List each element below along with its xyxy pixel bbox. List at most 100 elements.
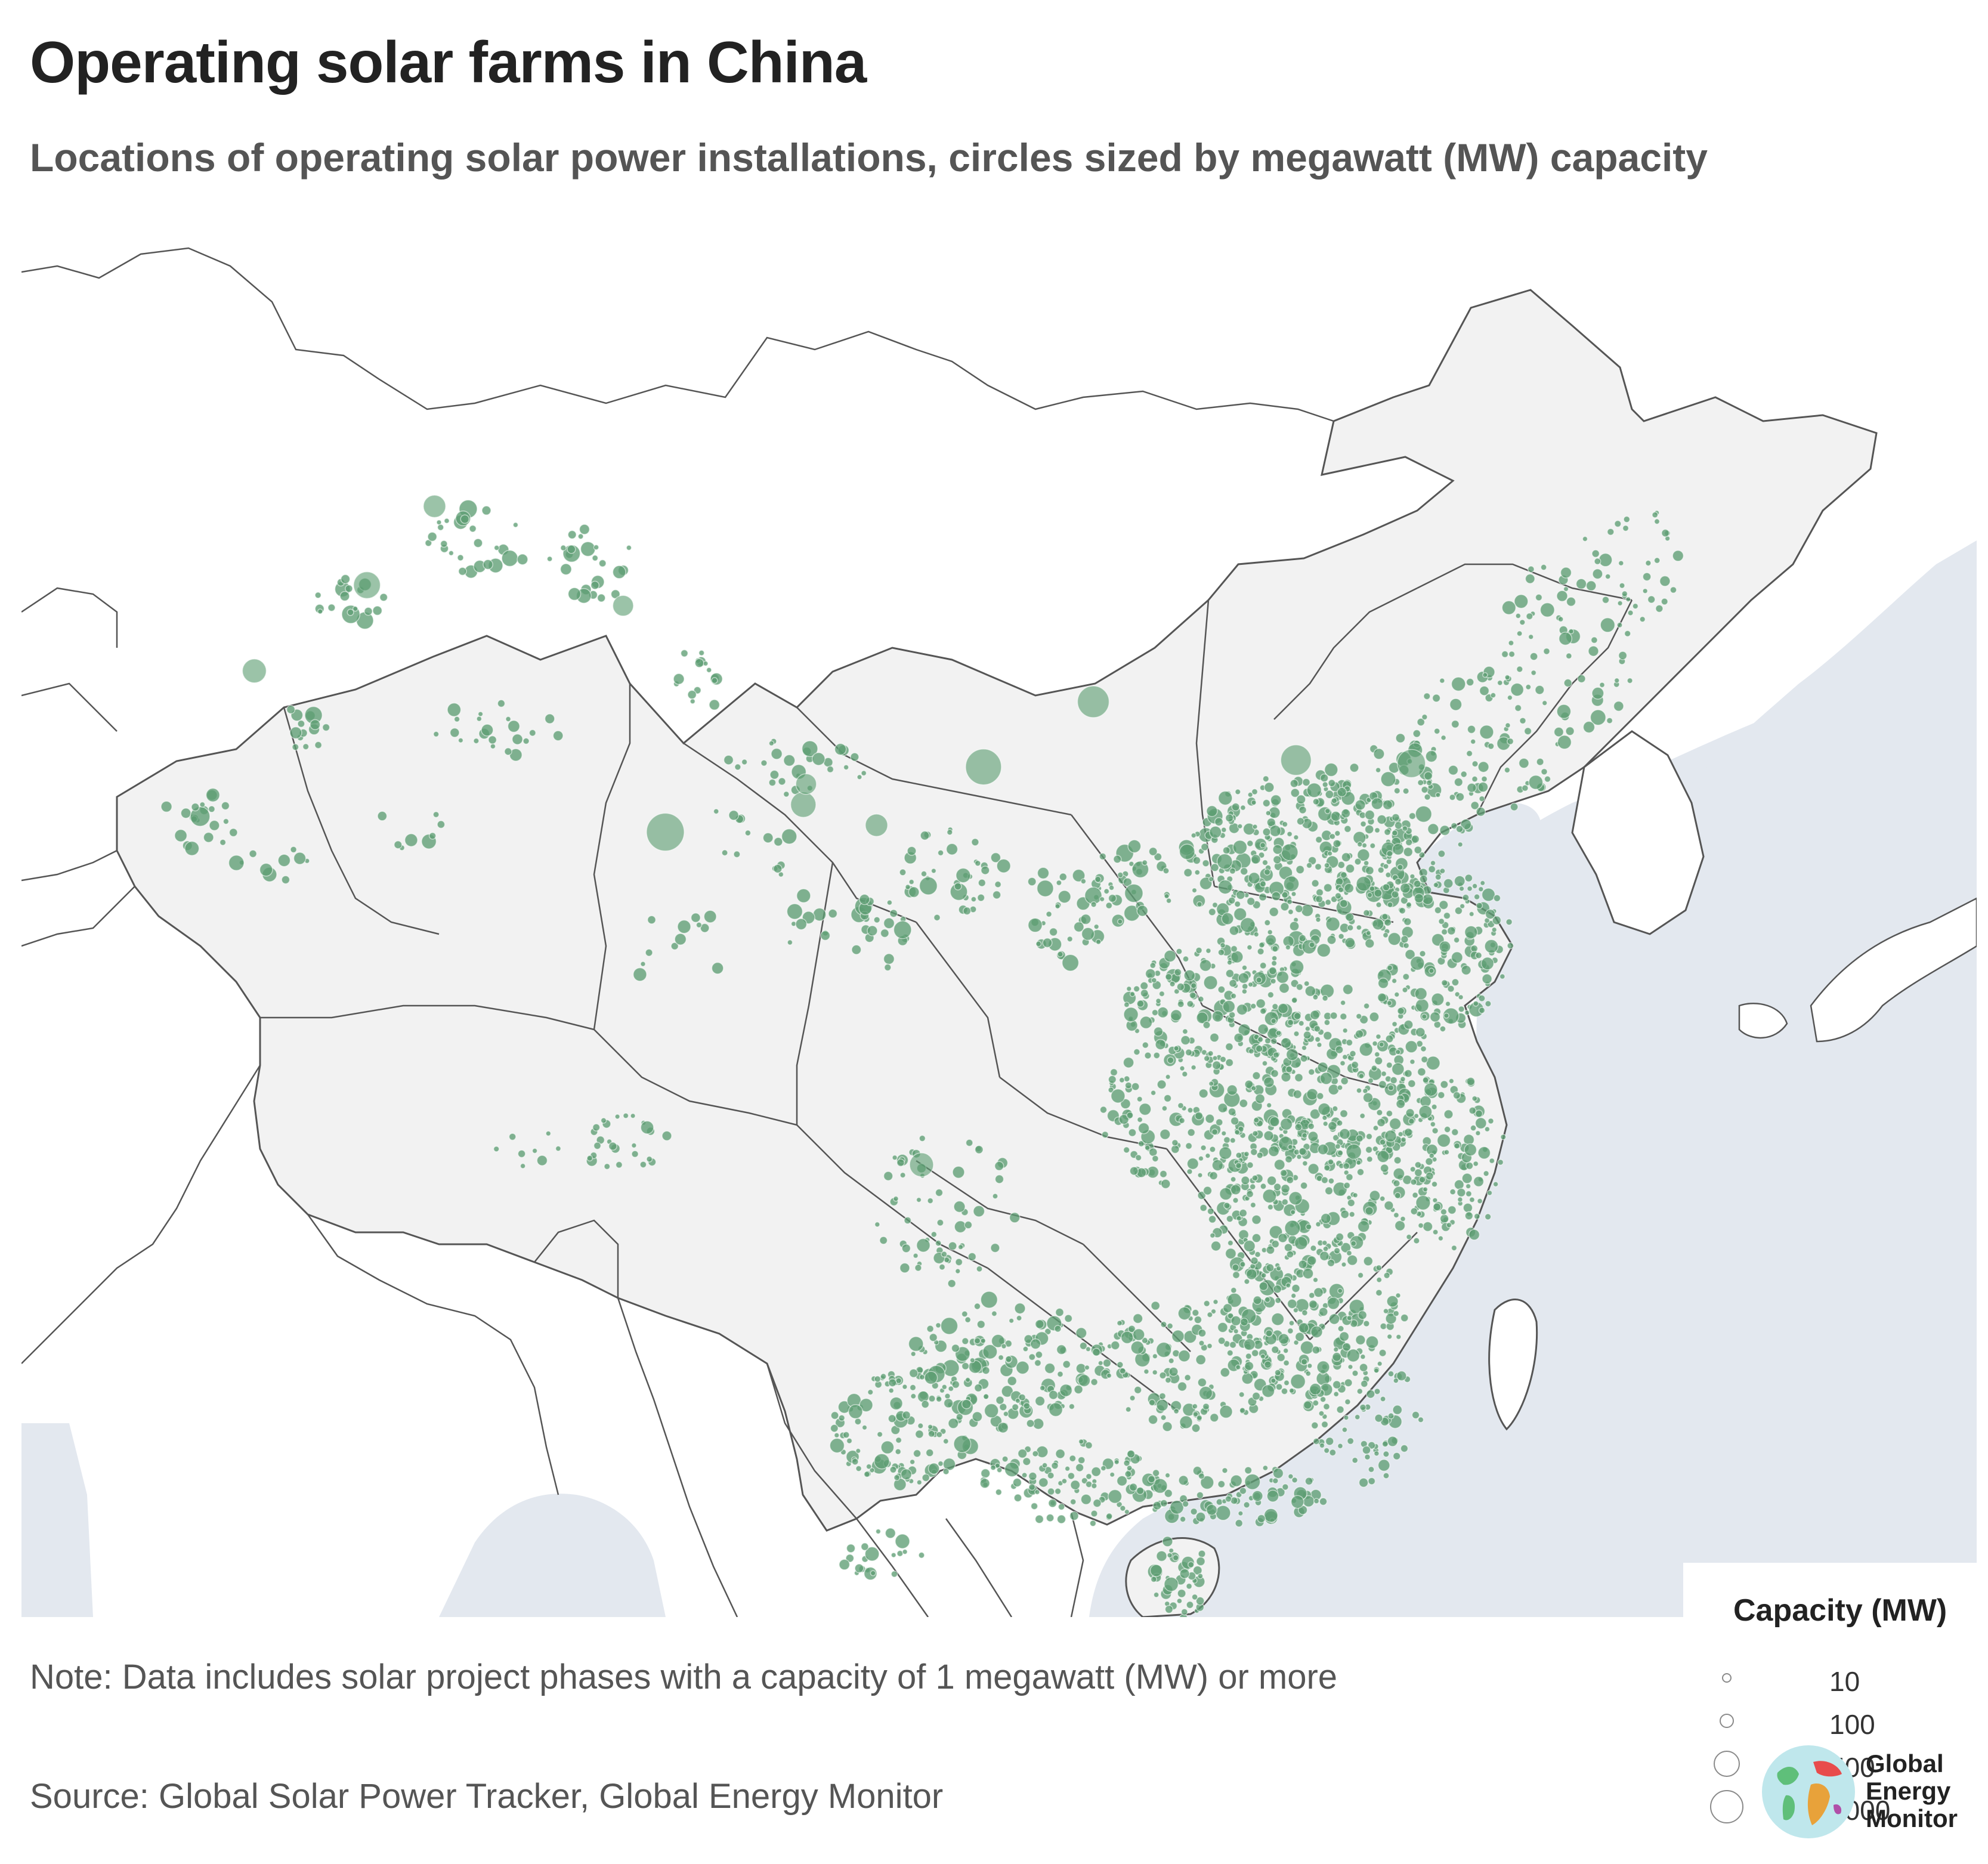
solar-farm-marker[interactable]: [1415, 1195, 1431, 1211]
solar-farm-marker[interactable]: [1179, 1568, 1190, 1579]
solar-farm-marker[interactable]: [1182, 1028, 1189, 1035]
solar-farm-marker[interactable]: [1158, 990, 1165, 997]
solar-farm-marker[interactable]: [592, 1123, 601, 1132]
solar-farm-marker[interactable]: [861, 1424, 868, 1430]
solar-farm-marker[interactable]: [1324, 762, 1338, 777]
solar-farm-marker[interactable]: [1129, 1166, 1139, 1176]
solar-farm-marker[interactable]: [1266, 1176, 1277, 1186]
solar-farm-marker[interactable]: [1622, 524, 1630, 532]
solar-farm-marker[interactable]: [1255, 1044, 1263, 1053]
solar-farm-marker[interactable]: [1454, 1142, 1461, 1149]
solar-farm-marker[interactable]: [1451, 1244, 1458, 1251]
solar-farm-marker[interactable]: [1131, 1082, 1140, 1091]
china-map[interactable]: [21, 230, 1977, 1617]
solar-farm-marker[interactable]: [1378, 1041, 1384, 1047]
solar-farm-marker[interactable]: [1337, 886, 1344, 894]
large-solar-farm-marker[interactable]: [965, 748, 1002, 786]
solar-farm-marker[interactable]: [909, 1384, 917, 1392]
solar-farm-marker[interactable]: [1408, 1118, 1415, 1125]
solar-farm-marker[interactable]: [1352, 1457, 1359, 1464]
solar-farm-marker[interactable]: [1377, 1149, 1390, 1163]
solar-farm-marker[interactable]: [1127, 1449, 1136, 1458]
solar-farm-marker[interactable]: [1287, 1473, 1294, 1480]
solar-farm-marker[interactable]: [984, 1403, 999, 1418]
solar-farm-marker[interactable]: [1211, 1128, 1219, 1136]
solar-farm-marker[interactable]: [854, 1418, 862, 1426]
solar-farm-marker[interactable]: [1375, 1264, 1383, 1271]
solar-farm-marker[interactable]: [1278, 1233, 1288, 1243]
solar-farm-marker[interactable]: [1182, 956, 1189, 963]
solar-farm-marker[interactable]: [1309, 1010, 1321, 1021]
solar-farm-marker[interactable]: [1439, 1214, 1449, 1223]
solar-farm-marker[interactable]: [1202, 1186, 1213, 1195]
solar-farm-marker[interactable]: [1398, 1131, 1404, 1137]
solar-farm-marker[interactable]: [1217, 879, 1233, 895]
solar-farm-marker[interactable]: [1405, 838, 1413, 846]
solar-farm-marker[interactable]: [1291, 891, 1297, 897]
solar-farm-marker[interactable]: [843, 764, 849, 771]
solar-farm-marker[interactable]: [733, 851, 741, 858]
solar-farm-marker[interactable]: [941, 1251, 948, 1258]
solar-farm-marker[interactable]: [1360, 820, 1367, 827]
solar-farm-marker[interactable]: [1325, 916, 1340, 932]
solar-farm-marker[interactable]: [1032, 1450, 1039, 1457]
solar-farm-marker[interactable]: [1279, 1117, 1293, 1131]
solar-farm-marker[interactable]: [1450, 822, 1458, 830]
solar-farm-marker[interactable]: [826, 765, 834, 774]
solar-farm-marker[interactable]: [924, 1371, 938, 1385]
solar-farm-marker[interactable]: [1293, 1030, 1300, 1037]
solar-farm-marker[interactable]: [1413, 880, 1421, 888]
solar-farm-marker[interactable]: [1144, 1052, 1152, 1059]
solar-farm-marker[interactable]: [1191, 1593, 1198, 1600]
solar-farm-marker[interactable]: [1373, 748, 1385, 760]
solar-farm-marker[interactable]: [1316, 1041, 1322, 1048]
solar-farm-marker[interactable]: [1364, 1454, 1371, 1461]
solar-farm-marker[interactable]: [1519, 619, 1526, 626]
solar-farm-marker[interactable]: [925, 1448, 934, 1457]
solar-farm-marker[interactable]: [833, 1432, 840, 1439]
solar-farm-marker[interactable]: [517, 1149, 526, 1158]
solar-farm-marker[interactable]: [1270, 978, 1276, 985]
solar-farm-marker[interactable]: [1386, 850, 1393, 857]
solar-farm-marker[interactable]: [1187, 1128, 1196, 1137]
solar-farm-marker[interactable]: [948, 1418, 959, 1429]
solar-farm-marker[interactable]: [1209, 1033, 1220, 1043]
solar-farm-marker[interactable]: [1125, 1406, 1131, 1413]
solar-farm-marker[interactable]: [1486, 1189, 1493, 1196]
solar-farm-marker[interactable]: [1439, 868, 1446, 874]
solar-farm-marker[interactable]: [1118, 1114, 1130, 1125]
solar-farm-marker[interactable]: [1504, 766, 1511, 774]
solar-farm-marker[interactable]: [910, 1351, 917, 1357]
solar-farm-marker[interactable]: [1116, 1475, 1128, 1486]
solar-farm-marker[interactable]: [1075, 1463, 1084, 1472]
solar-farm-marker[interactable]: [377, 811, 388, 821]
solar-farm-marker[interactable]: [978, 879, 987, 887]
solar-farm-marker[interactable]: [1565, 653, 1572, 660]
solar-farm-marker[interactable]: [1346, 1038, 1353, 1047]
solar-farm-marker[interactable]: [1417, 718, 1426, 727]
solar-farm-marker[interactable]: [1191, 832, 1197, 839]
solar-farm-marker[interactable]: [1661, 598, 1668, 605]
solar-farm-marker[interactable]: [1215, 1505, 1231, 1521]
solar-farm-marker[interactable]: [1230, 1176, 1236, 1183]
solar-farm-marker[interactable]: [1241, 988, 1248, 995]
solar-farm-marker[interactable]: [1225, 1495, 1232, 1503]
solar-farm-marker[interactable]: [1176, 948, 1183, 955]
solar-farm-marker[interactable]: [1238, 1510, 1244, 1516]
solar-farm-marker[interactable]: [1341, 852, 1352, 863]
solar-farm-marker[interactable]: [1639, 616, 1646, 623]
solar-farm-marker[interactable]: [854, 1563, 864, 1574]
solar-farm-marker[interactable]: [1356, 1388, 1364, 1395]
solar-farm-marker[interactable]: [483, 559, 493, 570]
solar-farm-marker[interactable]: [1243, 1239, 1256, 1253]
solar-farm-marker[interactable]: [1487, 743, 1495, 750]
solar-farm-marker[interactable]: [1251, 1174, 1259, 1182]
solar-farm-marker[interactable]: [1377, 814, 1387, 825]
solar-farm-marker[interactable]: [1194, 1315, 1202, 1324]
solar-farm-marker[interactable]: [1046, 1513, 1055, 1522]
solar-farm-marker[interactable]: [528, 729, 536, 737]
large-solar-farm-marker[interactable]: [423, 494, 446, 518]
solar-farm-marker[interactable]: [893, 1195, 899, 1202]
solar-farm-marker[interactable]: [1129, 1482, 1138, 1492]
solar-farm-marker[interactable]: [830, 1411, 839, 1420]
